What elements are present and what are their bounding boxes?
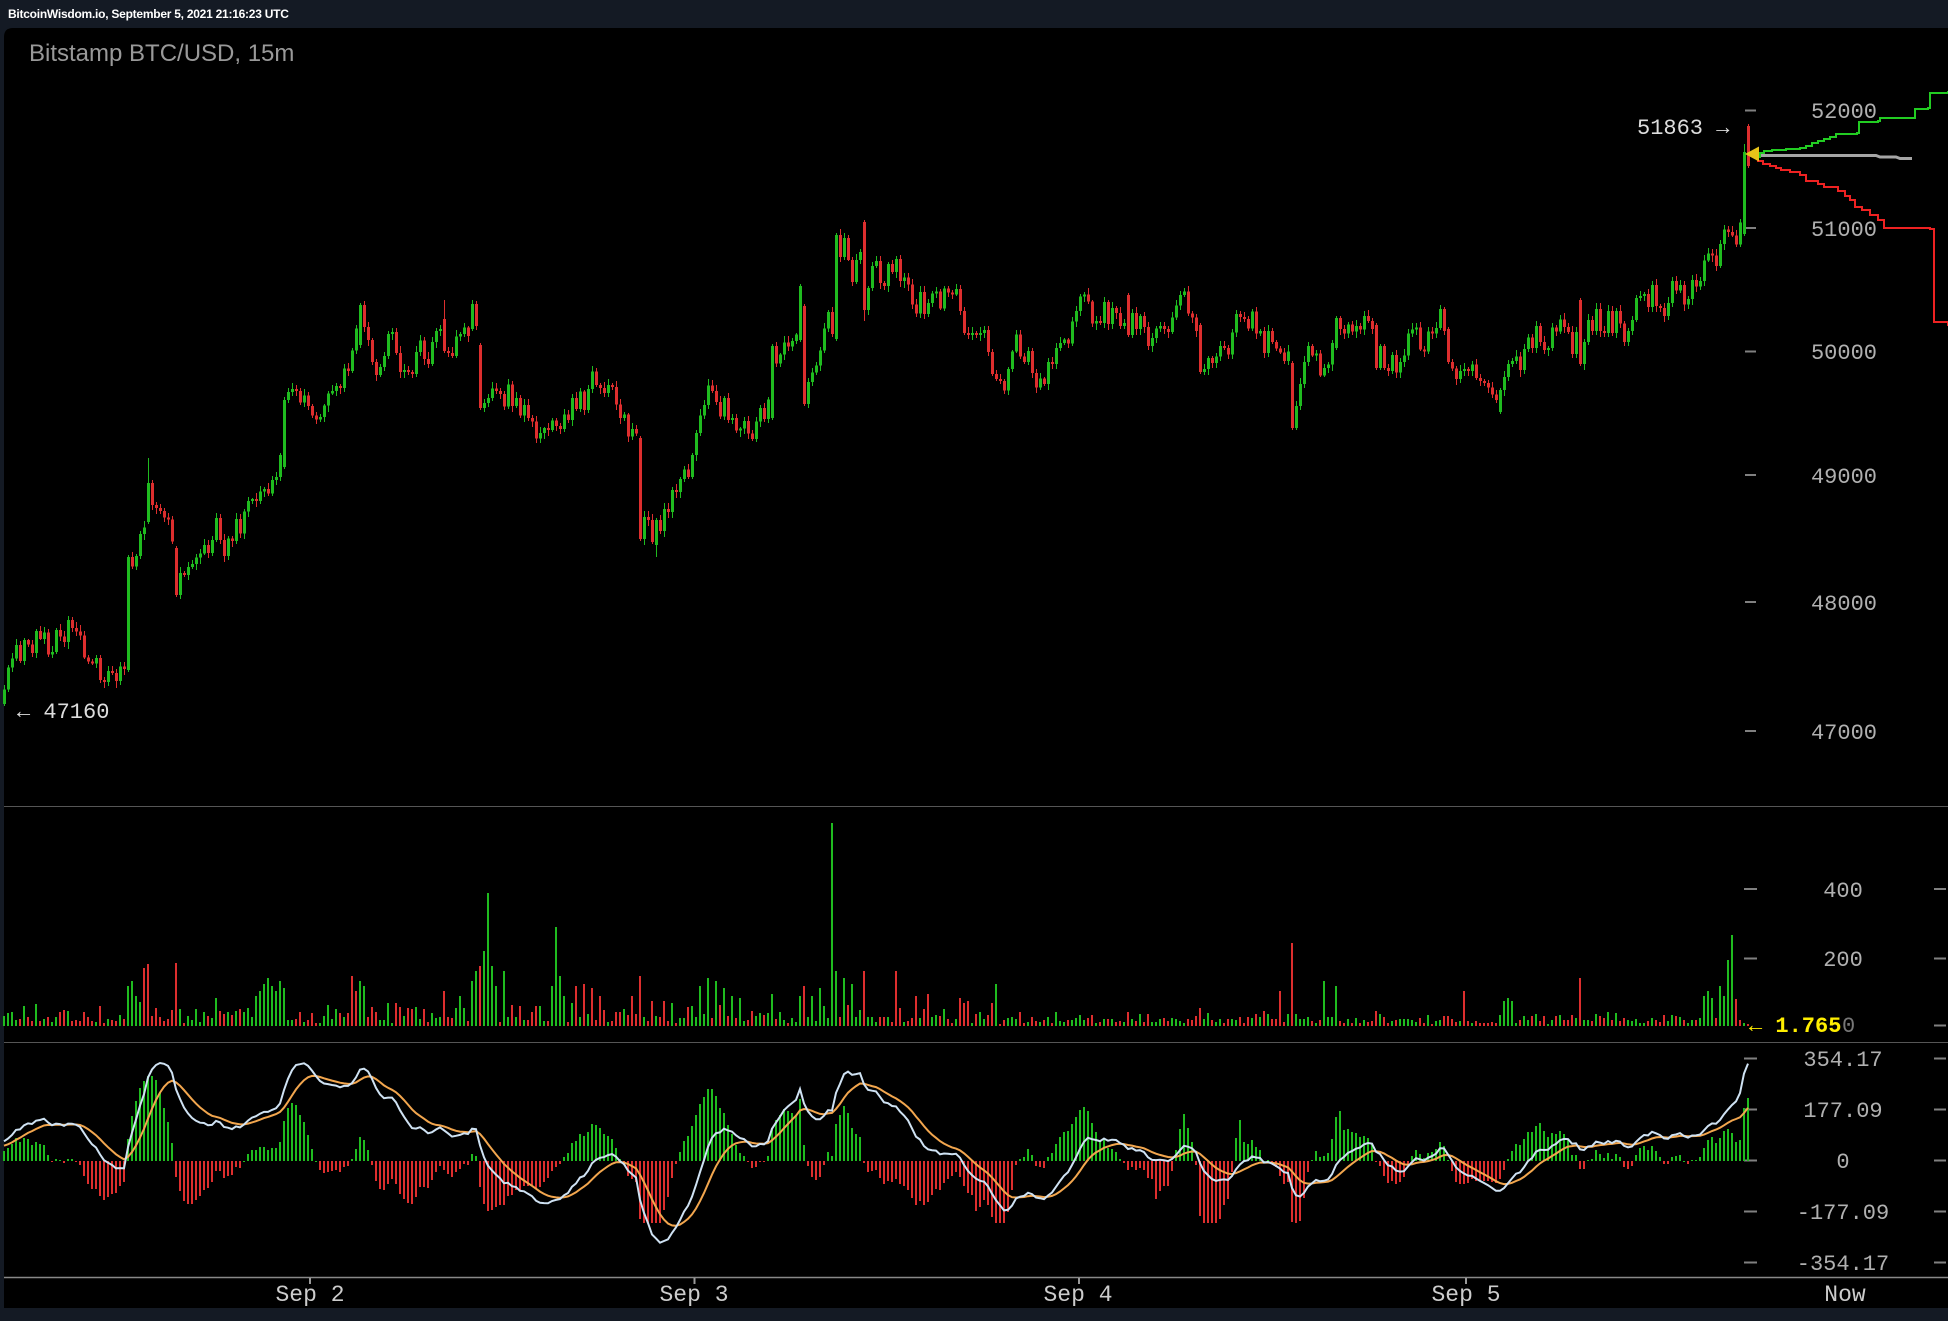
- svg-text:0: 0: [1842, 1014, 1855, 1039]
- svg-text:50000: 50000: [1811, 341, 1877, 366]
- svg-text:Sep 3: Sep 3: [659, 1282, 728, 1308]
- svg-text:51863 →: 51863 →: [1637, 116, 1730, 141]
- svg-text:354.17: 354.17: [1803, 1048, 1882, 1073]
- svg-text:Bitstamp BTC/USD, 15m: Bitstamp BTC/USD, 15m: [29, 40, 294, 67]
- svg-text:52000: 52000: [1811, 100, 1877, 125]
- svg-text:51000: 51000: [1811, 218, 1877, 243]
- svg-text:47000: 47000: [1811, 721, 1877, 746]
- svg-text:Sep 2: Sep 2: [275, 1282, 344, 1308]
- svg-text:177.09: 177.09: [1803, 1099, 1882, 1124]
- svg-text:BitcoinWisdom.io, September 5,: BitcoinWisdom.io, September 5, 2021 21:1…: [8, 7, 289, 21]
- svg-text:48000: 48000: [1811, 592, 1877, 617]
- svg-text:0: 0: [1836, 1150, 1849, 1175]
- svg-text:← 47160: ← 47160: [17, 700, 109, 725]
- svg-text:Sep 4: Sep 4: [1043, 1282, 1112, 1308]
- svg-text:-354.17: -354.17: [1797, 1252, 1889, 1277]
- svg-text:400: 400: [1823, 879, 1863, 904]
- svg-text:← 1.765: ← 1.765: [1749, 1014, 1841, 1039]
- svg-text:Now: Now: [1824, 1282, 1866, 1308]
- svg-text:49000: 49000: [1811, 465, 1877, 490]
- svg-text:-177.09: -177.09: [1797, 1201, 1889, 1226]
- svg-text:200: 200: [1823, 948, 1863, 973]
- svg-text:Sep 5: Sep 5: [1431, 1282, 1500, 1308]
